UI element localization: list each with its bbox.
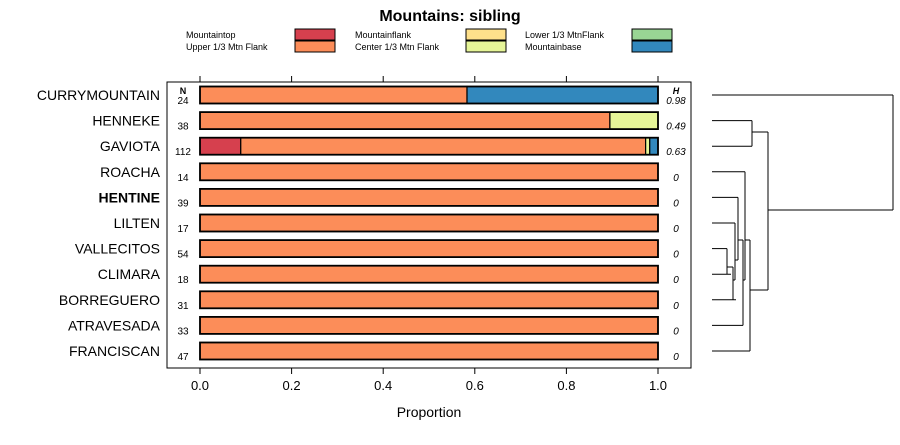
row-n-roacha: 14 xyxy=(177,173,189,184)
bar-outline-lilten xyxy=(199,213,659,233)
bar-segment-gaviota-mountaintop xyxy=(199,137,242,156)
x-axis: 0.0 0.2 0.4 0.6 0.8 1.0 xyxy=(191,76,667,393)
row-label-atravesada: ATRAVESADA xyxy=(68,317,161,333)
chart-title: Mountains: sibling xyxy=(379,8,520,25)
legend-label-upper-1-3-mtn-flank: Upper 1/3 Mtn Flank xyxy=(186,42,268,52)
bar-segment-currymountain-mountainbase xyxy=(466,85,659,105)
row-h-henneke: 0.49 xyxy=(666,122,686,133)
row-label-lilten: LILTEN xyxy=(114,215,160,231)
bar-segment-gaviota-upper-1-3-mtn-flank xyxy=(240,137,647,156)
row-n-hentine: 39 xyxy=(177,198,189,209)
legend-swatch-mountainbase xyxy=(631,40,673,53)
row-n-vallecitos: 54 xyxy=(177,250,189,261)
bar-segment-currymountain-upper-1-3-mtn-flank xyxy=(199,85,468,105)
row-h-borreguero: 0 xyxy=(673,301,679,312)
bar-segment-lilten-upper-1-3-mtn-flank xyxy=(199,213,659,233)
legend-swatch-mountaintop xyxy=(294,28,336,41)
bar-segment-franciscan-upper-1-3-mtn-flank xyxy=(199,341,659,361)
legend-label-center-1-3-mtn-flank: Center 1/3 Mtn Flank xyxy=(355,42,440,52)
bar-outline-hentine xyxy=(199,187,659,207)
row-h-atravesada: 0 xyxy=(673,326,679,337)
row-label-vallecitos: VALLECITOS xyxy=(75,241,160,257)
row-h-roacha: 0 xyxy=(673,173,679,184)
bar-segment-borreguero-upper-1-3-mtn-flank xyxy=(199,290,659,309)
row-label-roacha: ROACHA xyxy=(100,164,161,180)
legend: Mountaintop Upper 1/3 Mtn Flank Mountainfl… xyxy=(186,28,673,53)
bar-outline-roacha xyxy=(199,162,659,182)
bar-segment-henneke-upper-1-3-mtn-flank xyxy=(199,111,611,130)
x-tick-label-0-4: 0.4 xyxy=(374,378,392,393)
bar-outline-henneke xyxy=(199,111,659,130)
row-n-atravesada: 33 xyxy=(177,326,189,337)
bar-outline-vallecitos xyxy=(199,239,659,259)
row-n-borreguero: 31 xyxy=(177,301,189,312)
dendrogram xyxy=(712,94,894,352)
legend-swatch-mountainflank xyxy=(465,28,507,41)
row-h-hentine: 0 xyxy=(673,198,679,209)
row-n-lilten: 17 xyxy=(177,224,189,235)
bars: CURRYMOUNTAIN 24 0.98 HENNEKE 38 0.49 GAVIOTA 1… xyxy=(37,85,686,363)
bar-outline-gaviota xyxy=(199,136,659,156)
x-tick-label-0-8: 0.8 xyxy=(557,378,575,393)
plot-frame xyxy=(166,81,692,369)
row-h-climara: 0 xyxy=(673,275,679,286)
n-column-header: N xyxy=(180,86,187,96)
bar-segment-gaviota-mountainbase xyxy=(649,137,659,156)
legend-label-mountainbase: Mountainbase xyxy=(525,42,582,52)
bar-segment-roacha-upper-1-3-mtn-flank xyxy=(199,162,659,181)
bar-outline-franciscan xyxy=(199,341,659,361)
row-h-vallecitos: 0 xyxy=(673,250,679,261)
bar-outline-borreguero xyxy=(199,290,659,310)
row-n-climara: 18 xyxy=(177,275,189,286)
row-label-gaviota: GAVIOTA xyxy=(100,138,161,154)
legend-label-lower-1-3-mtnflank: Lower 1/3 MtnFlank xyxy=(525,30,605,40)
row-n-henneke: 38 xyxy=(177,122,189,133)
legend-swatch-center-1-3-mtn-flank xyxy=(465,40,507,53)
x-tick-label-0-0: 0.0 xyxy=(191,378,209,393)
h-column-header: H xyxy=(673,86,680,96)
x-axis-label: Proportion xyxy=(397,404,462,420)
row-label-hentine: HENTINE xyxy=(99,189,160,205)
row-n-gaviota: 112 xyxy=(175,147,191,158)
legend-swatch-lower-1-3-mtnflank xyxy=(631,28,673,41)
bar-outline-currymountain xyxy=(199,85,659,105)
bar-outline-climara xyxy=(199,264,659,284)
x-tick-label-0-6: 0.6 xyxy=(466,378,484,393)
row-label-franciscan: FRANCISCAN xyxy=(69,343,160,359)
legend-swatch-upper-1-3-mtn-flank xyxy=(294,40,336,53)
row-n-currymountain: 24 xyxy=(177,96,189,107)
bar-segment-vallecitos-upper-1-3-mtn-flank xyxy=(199,239,659,258)
x-tick-label-0-2: 0.2 xyxy=(283,378,301,393)
row-label-currymountain: CURRYMOUNTAIN xyxy=(37,87,160,103)
row-h-franciscan: 0 xyxy=(673,352,679,363)
row-label-borreguero: BORREGUERO xyxy=(59,292,160,308)
legend-label-mountaintop: Mountaintop xyxy=(186,30,236,40)
bar-segment-henneke-center-1-3-mtn-flank xyxy=(609,111,659,130)
x-tick-label-1-0: 1.0 xyxy=(649,378,667,393)
row-n-franciscan: 47 xyxy=(177,352,189,363)
legend-label-mountainflank: Mountainflank xyxy=(355,30,412,40)
bar-outline-atravesada xyxy=(199,315,659,335)
row-h-gaviota: 0.63 xyxy=(666,147,686,158)
bar-segment-atravesada-upper-1-3-mtn-flank xyxy=(199,316,659,335)
row-h-lilten: 0 xyxy=(673,224,679,235)
row-label-henneke: HENNEKE xyxy=(92,113,160,129)
bar-segment-gaviota-center-1-3-mtn-flank xyxy=(645,137,651,156)
row-label-climara: CLIMARA xyxy=(98,266,161,282)
row-h-currymountain: 0.98 xyxy=(666,96,686,107)
bar-segment-hentine-upper-1-3-mtn-flank xyxy=(199,188,659,207)
bar-segment-climara-upper-1-3-mtn-flank xyxy=(199,265,659,284)
